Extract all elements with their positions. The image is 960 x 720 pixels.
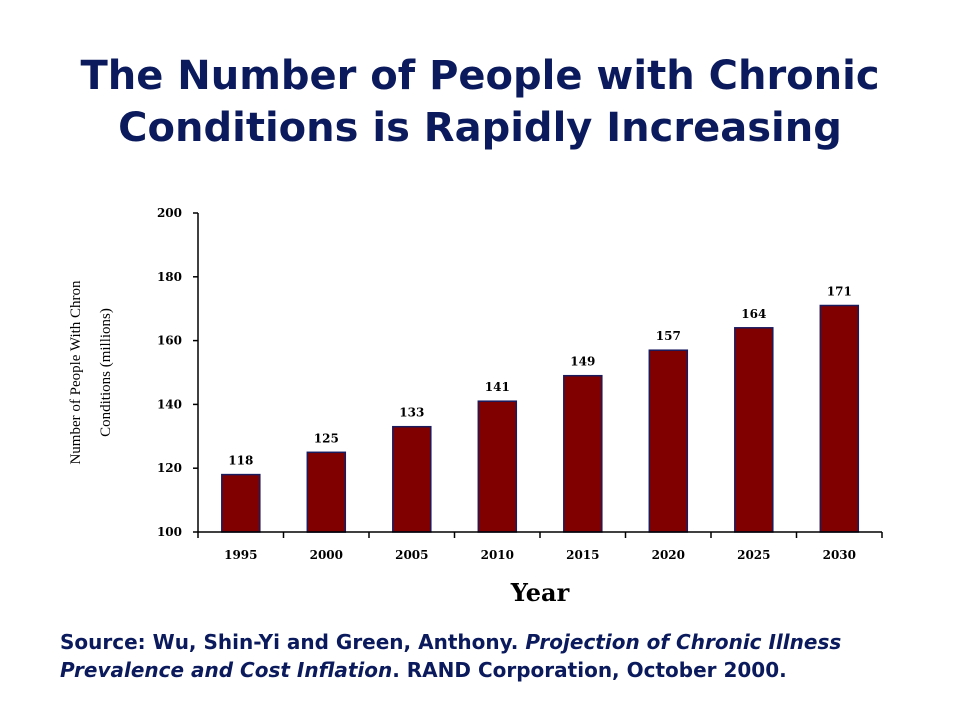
x-tick-label-2000: 2000	[310, 548, 343, 562]
x-tick-label-2030: 2030	[823, 548, 856, 562]
x-tick-label-2010: 2010	[481, 548, 514, 562]
slide-title: The Number of People with Chronic Condit…	[80, 53, 880, 151]
x-tick-label-1995: 1995	[224, 548, 257, 562]
y-tick-label-200: 200	[157, 206, 182, 220]
x-tick-label-2025: 2025	[737, 548, 770, 562]
bar-2005	[392, 425, 432, 533]
data-label-2030: 171	[827, 285, 852, 299]
data-label-2000: 125	[314, 431, 339, 445]
x-axis-title: Year	[510, 578, 570, 607]
data-label-2015: 149	[570, 355, 595, 369]
y-axis-title-line-2: Conditions (millions)	[98, 308, 114, 437]
x-tick-label-2015: 2015	[566, 548, 599, 562]
y-tick-label-100: 100	[157, 525, 182, 539]
data-label-2005: 133	[399, 406, 424, 420]
x-tick-label-2020: 2020	[652, 548, 685, 562]
bar-2015	[563, 374, 603, 533]
source-citation: Source: Wu, Shin-Yi and Green, Anthony. …	[60, 628, 900, 684]
source-prefix: Source: Wu, Shin-Yi and Green, Anthony.	[60, 630, 526, 654]
source-title: Projection of Chronic Illness Prevalence…	[60, 630, 842, 682]
data-label-2010: 141	[485, 380, 510, 394]
y-tick-label-140: 140	[157, 397, 182, 411]
data-label-2025: 164	[741, 307, 766, 321]
bar-2025	[734, 327, 774, 533]
bar-2010	[477, 400, 518, 533]
y-axis-title-line-1: Number of People With Chron	[68, 280, 84, 465]
y-tick-label-160: 160	[157, 334, 182, 348]
bar-2020	[648, 349, 689, 533]
y-tick-label-120: 120	[157, 461, 182, 475]
bar-2000	[306, 451, 347, 533]
x-tick-label-2005: 2005	[395, 548, 428, 562]
bar-1995	[221, 473, 261, 533]
bar-2030	[819, 304, 860, 533]
data-label-2020: 157	[656, 329, 681, 343]
y-tick-label-180: 180	[157, 270, 182, 284]
source-suffix: . RAND Corporation, October 2000.	[392, 658, 787, 682]
data-label-1995: 118	[228, 454, 253, 468]
